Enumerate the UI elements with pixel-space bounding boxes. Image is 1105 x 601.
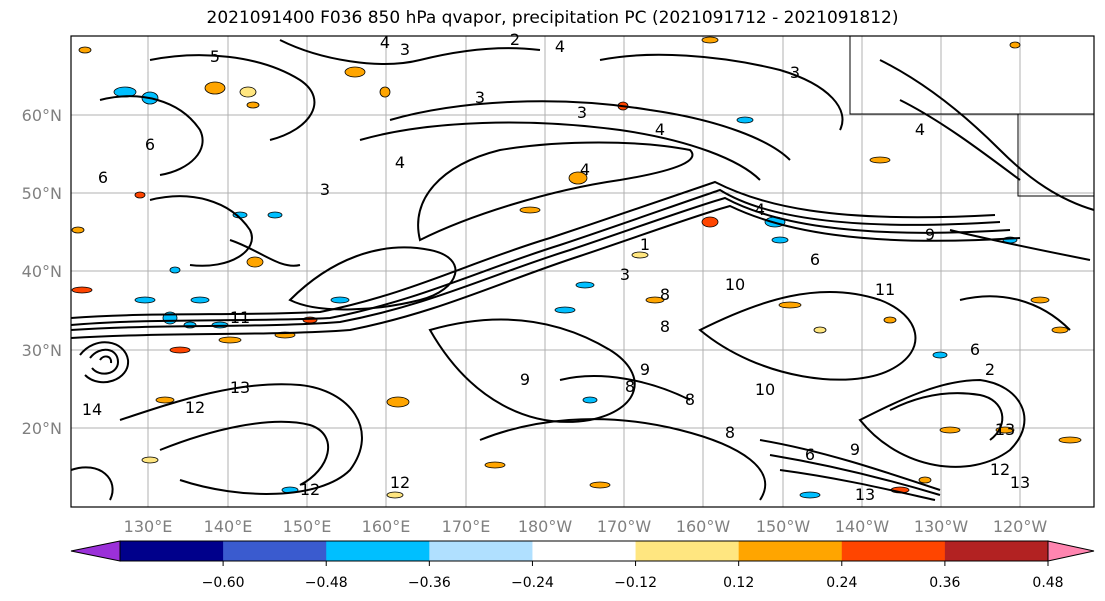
- contour-label: 8: [660, 317, 670, 336]
- contour-label: 8: [725, 423, 735, 442]
- contour-label: 9: [520, 370, 530, 389]
- contour-label: 3: [400, 40, 410, 59]
- contour-label: 4: [655, 120, 665, 139]
- contour-label: 8: [625, 377, 635, 396]
- colorbar-tick-label: −0.24: [511, 575, 554, 591]
- lat-label: 60°N: [22, 106, 62, 125]
- lon-label: 120°W: [993, 517, 1048, 536]
- lon-label: 130°E: [124, 517, 173, 536]
- contour-label: 10: [755, 380, 775, 399]
- contour-label: 10: [725, 275, 745, 294]
- map-title: 2021091400 F036 850 hPa qvapor, precipit…: [206, 8, 899, 28]
- contour-label: 4: [915, 120, 925, 139]
- lat-label: 20°N: [22, 419, 62, 438]
- colorbar-tick-label: 0.48: [1032, 575, 1063, 591]
- contour-label: 11: [875, 280, 895, 299]
- contour-label: 8: [685, 390, 695, 409]
- contour-label: 13: [230, 378, 250, 397]
- colorbar-tick-label: −0.36: [408, 575, 451, 591]
- contour-label: 9: [850, 440, 860, 459]
- lon-label: 150°W: [756, 517, 811, 536]
- qvapor-contours: [70, 39, 1095, 501]
- lon-label: 170°W: [597, 517, 652, 536]
- contour-label: 4: [395, 153, 405, 172]
- lat-label: 30°N: [22, 341, 62, 360]
- contour-label: 4: [380, 33, 390, 52]
- colorbar-tick-label: 0.36: [929, 575, 960, 591]
- contour-label: 5: [210, 47, 220, 66]
- contour-label: 12: [990, 460, 1010, 479]
- contour-label: 13: [1010, 473, 1030, 492]
- political-boundaries: [849, 36, 1094, 197]
- colorbar-segment: [326, 541, 430, 561]
- lon-label: 140°E: [204, 517, 253, 536]
- contour-label: 6: [98, 168, 108, 187]
- contour-label: 9: [925, 225, 935, 244]
- colorbar-ticks: −0.60 −0.48 −0.36 −0.24 −0.12 0.12 0.24 0.36 0.4…: [202, 561, 1064, 591]
- contour-label: 13: [855, 485, 875, 504]
- contour-label: 6: [970, 340, 980, 359]
- lon-label: 180°W: [518, 517, 573, 536]
- colorbar-extend-left: [70, 540, 121, 562]
- lon-label: 130°W: [914, 517, 969, 536]
- colorbar-segment: [944, 541, 1049, 561]
- lon-label: 160°E: [362, 517, 411, 536]
- contour-label: 9: [640, 360, 650, 379]
- colorbar-segment: [429, 541, 533, 561]
- contour-label: 6: [145, 135, 155, 154]
- colorbar-tick-label: −0.48: [305, 575, 348, 591]
- contour-label: 3: [475, 88, 485, 107]
- colorbar-tick-label: 0.24: [826, 575, 857, 591]
- colorbar-tick-label: −0.60: [202, 575, 245, 591]
- contour-label: 2: [510, 30, 520, 49]
- contour-label: 1: [640, 235, 650, 254]
- contour-label: 2: [985, 360, 995, 379]
- lon-label: 170°E: [442, 517, 491, 536]
- lat-label: 40°N: [22, 262, 62, 281]
- precipitation-patches: [71, 36, 1082, 499]
- lat-label: 50°N: [22, 184, 62, 203]
- contour-label: 12: [390, 473, 410, 492]
- map-frame: [70, 35, 1095, 508]
- longitude-labels: 130°E 140°E 150°E 160°E 170°E 180°W 170°W 160°W…: [124, 517, 1048, 536]
- lon-label: 150°E: [283, 517, 332, 536]
- contour-label: 3: [577, 103, 587, 122]
- contour-label: 3: [620, 265, 630, 284]
- contour-label: 14: [82, 400, 102, 419]
- colorbar-tick-label: 0.12: [723, 575, 754, 591]
- lon-label: 160°W: [676, 517, 731, 536]
- contour-label: 3: [320, 180, 330, 199]
- colorbar-extend-right: [1047, 540, 1095, 562]
- colorbar-segment: [841, 541, 946, 561]
- contour-label: 6: [805, 445, 815, 464]
- latitude-labels: 60°N 50°N 40°N 30°N 20°N: [22, 106, 62, 438]
- contour-label: 3: [790, 63, 800, 82]
- contour-label: 12: [300, 480, 320, 499]
- colorbar-segment: [120, 541, 224, 561]
- colorbar-segment: [223, 541, 327, 561]
- colorbar-segment: [635, 541, 740, 561]
- lon-label: 140°W: [835, 517, 890, 536]
- contour-label: 4: [755, 200, 765, 219]
- contour-label: 4: [555, 37, 565, 56]
- colorbar-tick-label: −0.12: [614, 575, 657, 591]
- contour-label: 13: [995, 420, 1015, 439]
- colorbar-segment: [532, 541, 637, 561]
- colorbar: [70, 540, 1095, 562]
- contour-label: 11: [230, 308, 250, 327]
- contour-label: 12: [185, 398, 205, 417]
- contour-label: 6: [810, 250, 820, 269]
- contour-label: 8: [660, 285, 670, 304]
- contour-label: 4: [580, 160, 590, 179]
- colorbar-segment: [738, 541, 843, 561]
